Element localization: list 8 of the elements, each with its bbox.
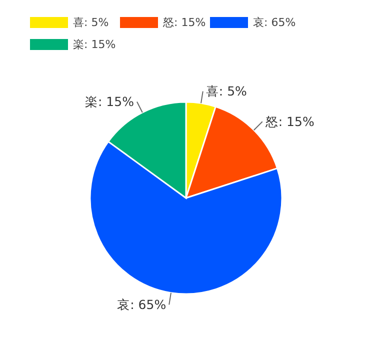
slice-label: 喜: 5% (206, 84, 248, 99)
legend-label: 楽: 15% (73, 38, 116, 51)
slice-label: 怒: 15% (264, 114, 314, 130)
slice-label: 楽: 15% (85, 94, 134, 110)
slice-label: 哀: 65% (117, 297, 166, 312)
legend-label: 怒: 15% (162, 16, 206, 29)
legend-label: 喜: 5% (73, 16, 109, 29)
legend-label: 哀: 65% (253, 16, 296, 29)
